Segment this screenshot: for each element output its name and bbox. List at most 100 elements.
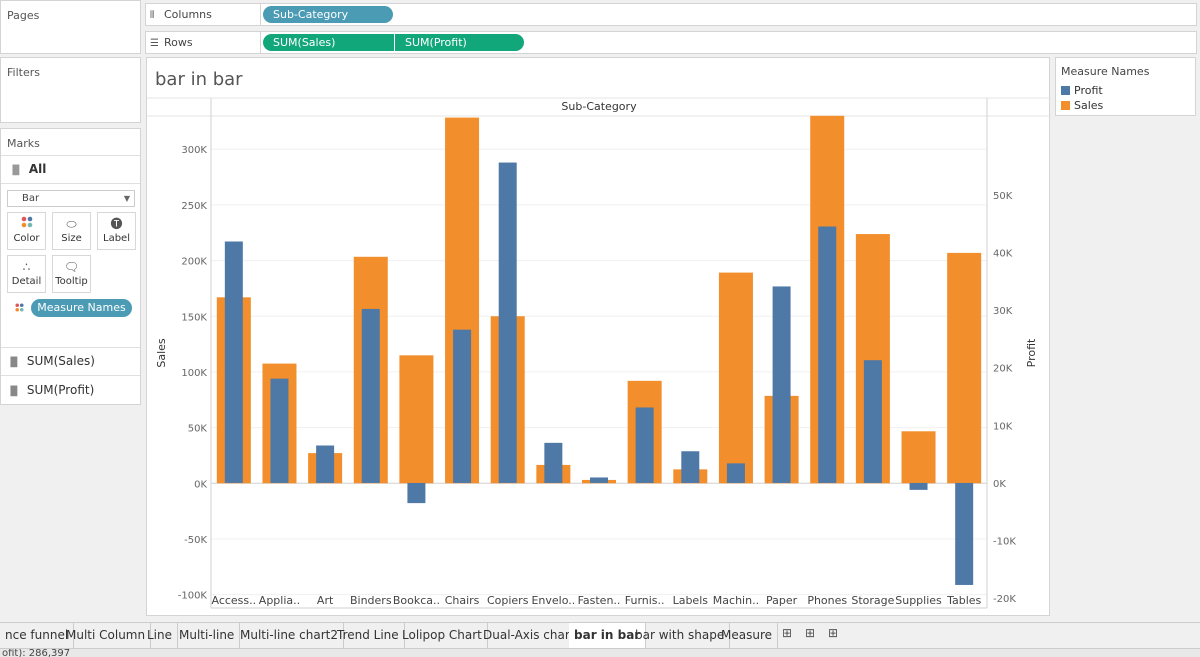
bar-profit-0[interactable] bbox=[224, 241, 243, 483]
tab-multi-line[interactable]: Multi-line bbox=[174, 623, 241, 648]
columns-icon: ⫴ bbox=[150, 10, 155, 21]
bar-profit-5[interactable] bbox=[453, 329, 472, 483]
label-button[interactable]: 🅣 Label bbox=[97, 212, 136, 250]
tooltip-icon: 🗨 bbox=[63, 260, 80, 274]
bar-profit-11[interactable] bbox=[726, 463, 745, 483]
size-icon: ⬭ bbox=[66, 217, 77, 231]
tab-multi-line-chart2[interactable]: Multi-line chart2 bbox=[235, 623, 344, 648]
legend-item-sales[interactable]: Sales bbox=[1061, 99, 1103, 112]
color-button[interactable]: Color bbox=[7, 212, 46, 250]
sum-sales-pill[interactable]: SUM(Sales) bbox=[263, 34, 394, 51]
bar-profit-1[interactable] bbox=[270, 378, 289, 483]
size-button[interactable]: ⬭ Size bbox=[52, 212, 91, 250]
rows-shelf[interactable]: ☰ Rows SUM(Sales) SUM(Profit) bbox=[145, 31, 1197, 54]
new-story-icon[interactable]: ⊞ bbox=[828, 626, 839, 640]
x-tick-label: Supplies bbox=[895, 594, 942, 607]
detail-button[interactable]: ∴ Detail bbox=[7, 255, 46, 293]
x-tick-label: Copiers bbox=[487, 594, 529, 607]
bar-sales-4[interactable] bbox=[399, 355, 434, 484]
y2-axis-title: Profit bbox=[1025, 338, 1038, 367]
bar-sales-15[interactable] bbox=[901, 431, 936, 484]
bar-profit-6[interactable] bbox=[498, 162, 517, 483]
columns-shelf[interactable]: ⫴ Columns Sub-Category bbox=[145, 3, 1197, 26]
marks-divider-4 bbox=[1, 375, 140, 376]
bar-profit-10[interactable] bbox=[681, 451, 700, 483]
bar-in-bar-chart[interactable]: Sub-Category -100K -50K 0K 50K 100K 150K 200K 25… bbox=[147, 58, 1051, 617]
rows-icon: ☰ bbox=[150, 38, 159, 49]
x-tick-label: Applia.. bbox=[259, 594, 300, 607]
columns-label-box: ⫴ Columns bbox=[146, 4, 261, 25]
marks-all-label: All bbox=[28, 162, 47, 176]
new-worksheet-icon[interactable]: ⊞ bbox=[782, 626, 793, 640]
y2-tick-label: 10K bbox=[993, 421, 1013, 432]
detail-label: Detail bbox=[11, 276, 42, 287]
marks-divider bbox=[1, 155, 140, 156]
legend-label-profit: Profit bbox=[1074, 84, 1103, 97]
measure-names-legend: Measure Names Profit Sales bbox=[1055, 57, 1196, 116]
bar-profit-9[interactable] bbox=[635, 407, 654, 483]
bar-profit-16[interactable] bbox=[955, 482, 974, 585]
x-tick-label: Fasten.. bbox=[578, 594, 621, 607]
y-tick-label: -50K bbox=[184, 535, 207, 546]
y-tick-label: 150K bbox=[181, 312, 207, 323]
bar-profit-12[interactable] bbox=[772, 286, 791, 483]
x-tick-label: Access.. bbox=[211, 594, 256, 607]
bar-sales-11[interactable] bbox=[718, 272, 753, 484]
legend-title: Measure Names bbox=[1061, 65, 1150, 78]
sheet-title: bar in bar bbox=[155, 69, 243, 90]
bar-profit-15[interactable] bbox=[909, 482, 928, 490]
color-icon bbox=[8, 213, 45, 233]
x-tick-label: Envelo.. bbox=[531, 594, 575, 607]
viz-area[interactable]: bar in bar Sub-Category -100K -50K 0K 50K 100… bbox=[146, 57, 1051, 617]
measure-names-color-pill[interactable]: Measure Names bbox=[31, 299, 132, 317]
tab-nce-funnel[interactable]: nce funnel bbox=[0, 623, 75, 648]
bar-profit-4[interactable] bbox=[407, 482, 426, 504]
filters-shelf[interactable]: Filters bbox=[0, 57, 141, 123]
marks-sum-profit[interactable]: ▐▌ SUM(Profit) bbox=[7, 383, 94, 397]
rows-label-box: ☰ Rows bbox=[146, 32, 261, 53]
y2-tick-label: 20K bbox=[993, 364, 1013, 375]
color-label: Color bbox=[13, 233, 40, 244]
marks-all-tab[interactable]: ▐▌ All bbox=[9, 162, 46, 176]
chevron-down-icon: ▼ bbox=[123, 194, 130, 203]
tab-bar-with-shape[interactable]: bar with shape bbox=[630, 623, 731, 648]
marks-sum-sales[interactable]: ▐▌ SUM(Sales) bbox=[7, 354, 95, 368]
y2-tick-label: 50K bbox=[993, 191, 1013, 202]
bar-profit-13[interactable] bbox=[818, 226, 837, 483]
y2-tick-label: 0K bbox=[993, 479, 1006, 490]
tab-lolipop-chart[interactable]: Lolipop Chart bbox=[397, 623, 488, 648]
tab-dual-axis-chart[interactable]: Dual-Axis chart bbox=[478, 623, 581, 648]
x-tick-label: Labels bbox=[673, 594, 709, 607]
columns-label: Columns bbox=[164, 8, 212, 21]
marks-title: Marks bbox=[7, 137, 40, 150]
mark-type-value: Bar bbox=[22, 193, 40, 204]
sub-category-pill[interactable]: Sub-Category bbox=[263, 6, 393, 23]
tab-trend-line[interactable]: Trend Line bbox=[332, 623, 405, 648]
y-tick-label: 50K bbox=[188, 424, 208, 435]
new-dashboard-icon[interactable]: ⊞ bbox=[805, 626, 816, 640]
bar-sales-16[interactable] bbox=[947, 252, 982, 484]
y-tick-label: 100K bbox=[181, 368, 207, 379]
legend-swatch-sales bbox=[1061, 101, 1070, 110]
y2-tick-label: 30K bbox=[993, 306, 1013, 317]
detail-icon: ∴ bbox=[22, 260, 31, 274]
label-icon: 🅣 bbox=[110, 217, 123, 231]
bar-profit-2[interactable] bbox=[316, 445, 335, 483]
marks-sum-sales-label: SUM(Sales) bbox=[26, 354, 95, 368]
pages-title: Pages bbox=[7, 9, 40, 22]
legend-item-profit[interactable]: Profit bbox=[1061, 84, 1103, 97]
tab-bar-in-bar[interactable]: bar in bar bbox=[569, 623, 647, 648]
tab-measure[interactable]: Measure bbox=[716, 623, 778, 648]
bar-profit-3[interactable] bbox=[361, 308, 380, 483]
tab-line[interactable]: Line bbox=[142, 623, 179, 648]
x-tick-label: Chairs bbox=[445, 594, 480, 607]
sum-profit-pill[interactable]: SUM(Profit) bbox=[395, 34, 524, 51]
mark-type-dropdown[interactable]: Bar ▼ bbox=[7, 190, 135, 207]
pages-shelf[interactable]: Pages bbox=[0, 0, 141, 54]
marks-card: Marks ▐▌ All Bar ▼ Color ⬭ Size 🅣 Label ∴… bbox=[0, 128, 141, 405]
bar-profit-8[interactable] bbox=[590, 477, 608, 483]
tab-multi-column[interactable]: Multi Column bbox=[61, 623, 152, 648]
tooltip-button[interactable]: 🗨 Tooltip bbox=[52, 255, 91, 293]
bar-profit-7[interactable] bbox=[544, 442, 563, 483]
bar-profit-14[interactable] bbox=[863, 360, 882, 483]
